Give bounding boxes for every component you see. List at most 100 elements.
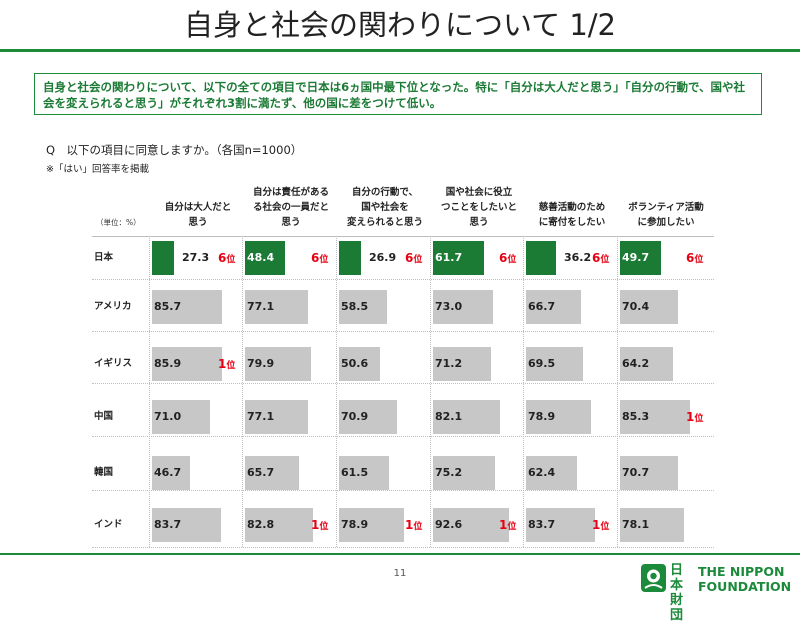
data-bar	[433, 508, 509, 542]
rank-number: 1	[405, 518, 414, 532]
column-header-line: ボランティア活動	[628, 202, 704, 213]
data-bar	[526, 400, 591, 434]
data-bar	[433, 456, 495, 490]
data-bar	[620, 290, 678, 324]
row-divider	[92, 331, 714, 332]
column-header: ボランティア活動 に参加したい	[620, 180, 712, 230]
data-bar	[526, 241, 556, 275]
rank-number: 6	[499, 251, 508, 265]
data-bar	[152, 347, 222, 381]
data-value-label: 92.6	[435, 518, 463, 531]
rank-number: 1	[686, 410, 695, 424]
rank-number: 6	[686, 251, 695, 265]
data-bar	[433, 400, 500, 434]
rank-suffix: 位	[226, 361, 236, 371]
column-divider	[336, 236, 337, 547]
row-divider	[92, 547, 714, 548]
row-divider	[92, 279, 714, 280]
rank-suffix: 位	[600, 522, 610, 532]
rank-suffix: 位	[319, 255, 329, 265]
data-bar	[339, 290, 387, 324]
data-value-label: 49.7	[622, 251, 650, 264]
row-label-country: 日本	[94, 252, 114, 263]
column-header-text: 自分の行動で、 国や社会を 変えられると思う	[347, 185, 423, 230]
data-value-label: 70.4	[622, 300, 650, 313]
summary-box: 自身と社会の関わりについて、以下の全ての項目で日本は6ヵ国中最下位となった。特に…	[34, 73, 762, 115]
data-bar	[152, 456, 190, 490]
data-value-label: 69.5	[528, 357, 556, 370]
data-bar	[245, 241, 285, 275]
title-divider	[0, 49, 800, 52]
data-value-label: 70.9	[341, 410, 369, 423]
rank-suffix: 位	[694, 255, 704, 265]
data-value-label: 85.3	[622, 410, 650, 423]
data-value-label: 85.7	[154, 300, 182, 313]
data-value-label: 77.1	[247, 300, 275, 313]
rank-badge: 1位	[218, 357, 235, 373]
rank-number: 1	[218, 357, 227, 371]
rank-number: 6	[592, 251, 601, 265]
data-value-label: 46.7	[154, 466, 182, 479]
rank-badge: 6位	[686, 251, 703, 267]
data-value-label: 82.8	[247, 518, 275, 531]
column-header: 自分は責任がある る社会の一員だと 思う	[245, 180, 337, 230]
question-text: Q 以下の項目に同意しますか。（各国n=1000）	[46, 143, 303, 157]
logo-english-line2: FOUNDATION	[698, 579, 792, 594]
row-label-country: 韓国	[94, 467, 114, 478]
rank-number: 6	[311, 251, 320, 265]
rank-badge: 6位	[311, 251, 328, 267]
rank-number: 6	[405, 251, 414, 265]
data-bar	[245, 400, 308, 434]
column-divider	[149, 236, 150, 547]
rank-number: 1	[311, 518, 320, 532]
data-value-label: 83.7	[154, 518, 182, 531]
data-bar	[339, 456, 389, 490]
column-header-text: 慈善活動のため に寄付をしたい	[539, 200, 606, 230]
data-value-label: 66.7	[528, 300, 556, 313]
rank-number: 1	[592, 518, 601, 532]
data-value-label: 75.2	[435, 466, 463, 479]
rank-suffix: 位	[694, 414, 704, 424]
column-header-line: 思う	[469, 217, 489, 228]
page-title: 自身と社会の関わりについて 1/2	[183, 8, 617, 42]
nippon-foundation-logo: 日本財団 THE NIPPON FOUNDATION	[640, 563, 800, 623]
data-bar	[339, 400, 397, 434]
logo-japanese-text: 日本財団	[670, 563, 684, 623]
rank-suffix: 位	[226, 255, 236, 265]
note-text: ※「はい」回答率を掲載	[46, 164, 149, 175]
column-header-line: 国や社会を	[361, 202, 409, 213]
data-value-label: 36.2	[564, 251, 592, 264]
column-header-text: 自分は大人だと 思う	[165, 200, 232, 230]
data-value-label: 73.0	[435, 300, 463, 313]
data-bar	[526, 508, 595, 542]
data-bar	[526, 347, 583, 381]
rank-number: 1	[499, 518, 508, 532]
column-divider	[242, 236, 243, 547]
data-bar	[245, 347, 311, 381]
rank-badge: 1位	[405, 518, 422, 534]
data-bar	[152, 290, 222, 324]
data-value-label: 71.2	[435, 357, 463, 370]
logo-english-text: THE NIPPON FOUNDATION	[698, 564, 791, 594]
row-divider	[92, 436, 714, 437]
rank-suffix: 位	[319, 522, 329, 532]
data-value-label: 83.7	[528, 518, 556, 531]
rank-badge: 6位	[218, 251, 235, 267]
data-value-label: 82.1	[435, 410, 463, 423]
rank-badge: 6位	[592, 251, 609, 267]
column-header-line: 思う	[188, 217, 208, 228]
column-header-text: 自分は責任がある る社会の一員だと 思う	[253, 185, 329, 230]
data-value-label: 78.9	[341, 518, 369, 531]
data-bar	[152, 508, 221, 542]
data-bar	[620, 456, 678, 490]
unit-label: （単位：%）	[96, 218, 141, 227]
column-header-line: に寄付をしたい	[538, 217, 606, 228]
column-header-text: 国や社会に役立 つことをしたいと 思う	[441, 185, 517, 230]
column-header: 国や社会に役立 つことをしたいと 思う	[433, 180, 525, 230]
row-label-country: アメリカ	[94, 301, 132, 312]
data-value-label: 79.9	[247, 357, 275, 370]
footer-divider	[0, 553, 800, 555]
data-bar	[339, 241, 361, 275]
logo-english-line1: THE NIPPON	[698, 564, 785, 579]
data-bar	[245, 508, 313, 542]
